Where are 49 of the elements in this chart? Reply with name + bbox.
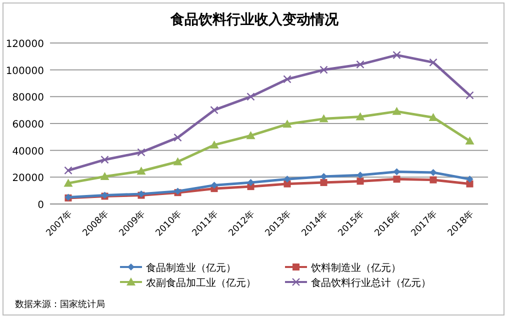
point (136, 166, 146, 175)
source-note: 数据来源：国家统计局 (15, 299, 105, 310)
point (393, 168, 400, 176)
point (284, 176, 291, 183)
point (430, 168, 437, 176)
point (356, 178, 364, 185)
y-tick-label: 120000 (6, 39, 44, 50)
y-tick-label: 80000 (12, 92, 44, 104)
point (246, 131, 256, 140)
point (466, 180, 474, 188)
point (282, 120, 292, 128)
point (356, 60, 364, 69)
point (466, 176, 474, 183)
legend-label: 农副食品加工业（亿元） (146, 277, 256, 289)
point (466, 91, 474, 100)
point (100, 172, 110, 180)
point (247, 179, 254, 186)
point (430, 176, 437, 184)
point (100, 156, 109, 164)
point (64, 178, 73, 187)
point (210, 106, 218, 114)
chart-title: 食品饮料行业收入变动情况 (170, 11, 340, 28)
point (465, 136, 474, 144)
y-tick-label: 40000 (12, 146, 44, 158)
point (320, 172, 328, 180)
point (246, 92, 255, 101)
point (137, 148, 146, 156)
point (284, 180, 291, 188)
y-tick-label: 100000 (6, 66, 44, 77)
y-tick-label: 20000 (12, 173, 44, 184)
y-tick-label: 60000 (12, 120, 44, 130)
point (320, 66, 328, 74)
point (210, 140, 219, 148)
legend-label: 食品饮料行业总计（亿元） (311, 277, 431, 289)
point (173, 157, 182, 166)
y-tick-label: 0 (38, 200, 44, 211)
point (429, 58, 438, 67)
point (319, 114, 328, 122)
point (64, 166, 72, 175)
point (393, 176, 400, 183)
legend-label: 食品制造业（亿元） (146, 262, 236, 274)
point (392, 50, 401, 60)
point (356, 112, 365, 120)
point (174, 133, 182, 142)
point (320, 179, 328, 186)
point (210, 182, 218, 189)
point (283, 75, 292, 84)
point (392, 106, 402, 115)
legend-label: 饮料制造业（亿元） (310, 262, 401, 274)
